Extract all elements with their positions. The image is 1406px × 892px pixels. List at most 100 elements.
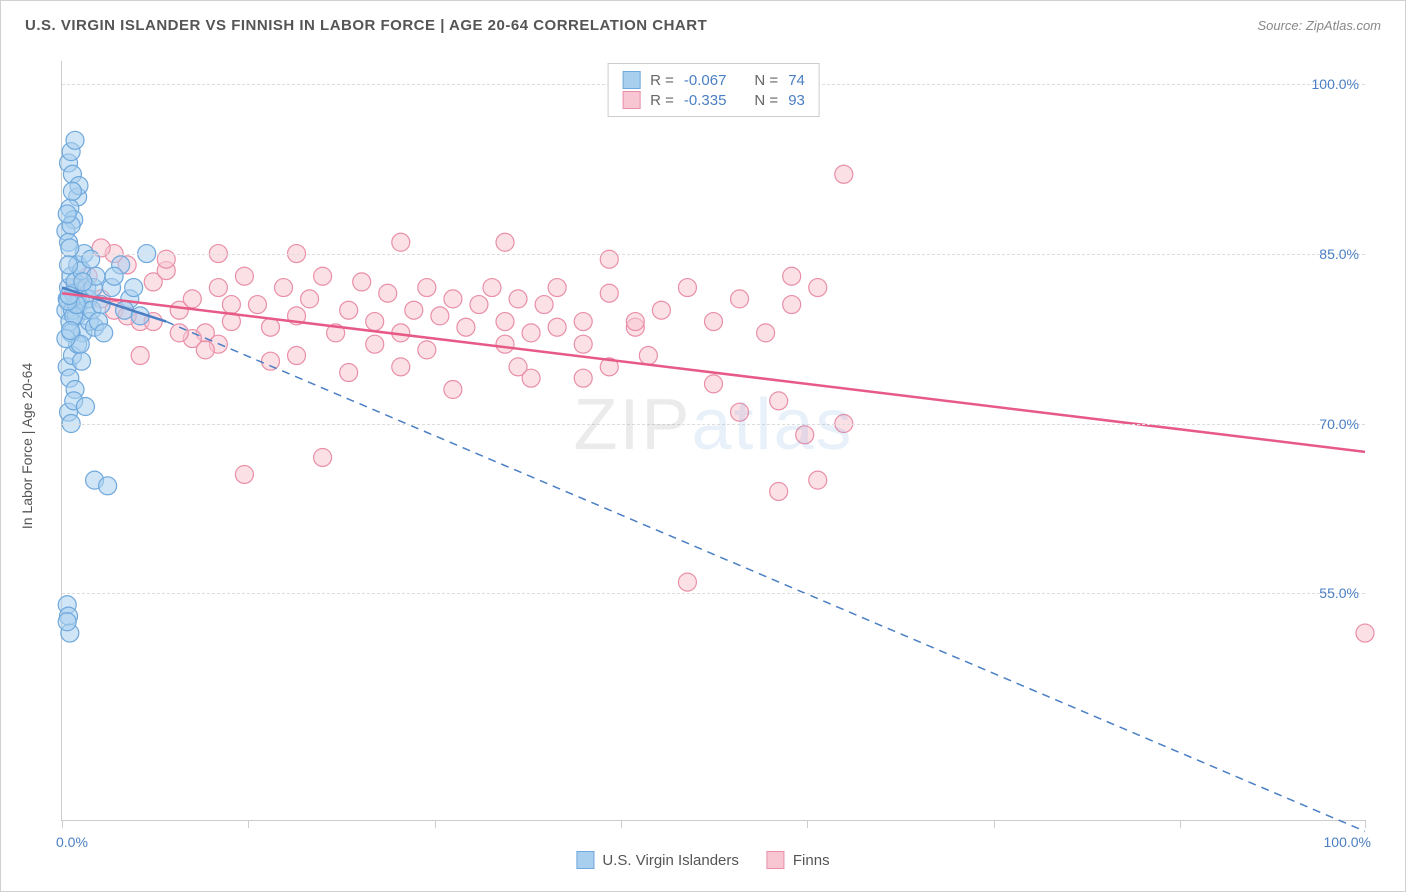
legend-swatch-1 <box>576 851 594 869</box>
scatter-point-finns <box>535 296 553 314</box>
r-value-1: -0.067 <box>684 72 727 89</box>
x-label-right: 100.0% <box>1324 834 1371 850</box>
x-tick <box>621 820 622 828</box>
scatter-point-finns <box>522 369 540 387</box>
y-tick-label: 70.0% <box>1319 416 1359 432</box>
legend-label-1: U.S. Virgin Islanders <box>602 852 738 869</box>
scatter-point-finns <box>392 358 410 376</box>
scatter-point-finns <box>522 324 540 342</box>
correlation-chart: U.S. VIRGIN ISLANDER VS FINNISH IN LABOR… <box>0 0 1406 892</box>
scatter-point-finns <box>770 392 788 410</box>
scatter-point-finns <box>235 465 253 483</box>
scatter-point-finns <box>314 448 332 466</box>
x-tick <box>62 820 63 828</box>
x-tick <box>1365 820 1366 828</box>
scatter-point-finns <box>470 296 488 314</box>
swatch-series1 <box>622 71 640 89</box>
scatter-point-finns <box>496 313 514 331</box>
scatter-point-finns <box>809 279 827 297</box>
trendline-usvi-dashed <box>166 322 1365 832</box>
scatter-point-finns <box>353 273 371 291</box>
bottom-legend: U.S. Virgin Islanders Finns <box>576 851 829 869</box>
scatter-point-finns <box>288 347 306 365</box>
scatter-point-finns <box>275 279 293 297</box>
x-tick <box>1180 820 1181 828</box>
scatter-point-finns <box>314 267 332 285</box>
r-value-2: -0.335 <box>684 92 727 109</box>
scatter-point-finns <box>548 318 566 336</box>
scatter-point-finns <box>261 318 279 336</box>
scatter-point-usvi <box>95 324 113 342</box>
scatter-point-finns <box>639 347 657 365</box>
scatter-point-finns <box>418 341 436 359</box>
scatter-point-usvi <box>105 267 123 285</box>
r-label-1: R = <box>650 72 674 89</box>
legend-item-2: Finns <box>767 851 830 869</box>
header-row: U.S. VIRGIN ISLANDER VS FINNISH IN LABOR… <box>1 1 1405 42</box>
scatter-point-finns <box>366 313 384 331</box>
grid-line <box>62 593 1365 594</box>
scatter-point-finns <box>392 233 410 251</box>
scatter-point-finns <box>483 279 501 297</box>
n-label-2: N = <box>754 92 778 109</box>
chart-title: U.S. VIRGIN ISLANDER VS FINNISH IN LABOR… <box>25 17 707 34</box>
grid-line <box>62 424 1365 425</box>
scatter-point-finns <box>1356 624 1374 642</box>
n-value-2: 93 <box>788 92 805 109</box>
scatter-point-finns <box>496 335 514 353</box>
stats-row-2: R = -0.335 N = 93 <box>622 90 805 110</box>
source-attribution: Source: ZipAtlas.com <box>1257 18 1381 33</box>
grid-line <box>62 254 1365 255</box>
scatter-point-finns <box>209 279 227 297</box>
y-tick-label: 85.0% <box>1319 246 1359 262</box>
x-tick <box>435 820 436 828</box>
scatter-point-finns <box>340 364 358 382</box>
scatter-point-finns <box>783 267 801 285</box>
scatter-point-finns <box>548 279 566 297</box>
scatter-point-usvi <box>73 352 91 370</box>
scatter-point-usvi <box>76 398 94 416</box>
n-value-1: 74 <box>788 72 805 89</box>
scatter-point-finns <box>418 279 436 297</box>
scatter-point-finns <box>261 352 279 370</box>
scatter-point-finns <box>444 381 462 399</box>
y-tick-label: 100.0% <box>1312 76 1359 92</box>
x-tick <box>994 820 995 828</box>
scatter-point-usvi <box>61 322 79 340</box>
scatter-point-finns <box>574 369 592 387</box>
y-axis-title: In Labor Force | Age 20-64 <box>19 363 35 529</box>
legend-label-2: Finns <box>793 852 830 869</box>
scatter-point-finns <box>183 290 201 308</box>
x-tick <box>248 820 249 828</box>
scatter-point-usvi <box>58 205 76 223</box>
scatter-point-finns <box>431 307 449 325</box>
scatter-point-finns <box>457 318 475 336</box>
scatter-point-finns <box>678 279 696 297</box>
scatter-point-finns <box>731 290 749 308</box>
scatter-point-usvi <box>58 613 76 631</box>
legend-item-1: U.S. Virgin Islanders <box>576 851 738 869</box>
scatter-point-finns <box>809 471 827 489</box>
stats-box: R = -0.067 N = 74 R = -0.335 N = 93 <box>607 63 820 117</box>
scatter-point-finns <box>731 403 749 421</box>
scatter-point-finns <box>170 324 188 342</box>
scatter-point-finns <box>235 267 253 285</box>
scatter-point-finns <box>248 296 266 314</box>
scatter-point-finns <box>835 165 853 183</box>
scatter-point-finns <box>496 233 514 251</box>
scatter-point-usvi <box>63 182 81 200</box>
stats-row-1: R = -0.067 N = 74 <box>622 70 805 90</box>
scatter-point-finns <box>574 313 592 331</box>
scatter-point-finns <box>379 284 397 302</box>
x-tick <box>807 820 808 828</box>
scatter-point-finns <box>131 347 149 365</box>
scatter-point-usvi <box>99 477 117 495</box>
scatter-point-finns <box>366 335 384 353</box>
plot-svg <box>62 61 1365 820</box>
n-label-1: N = <box>754 72 778 89</box>
scatter-point-finns <box>626 313 644 331</box>
scatter-point-finns <box>509 290 527 308</box>
scatter-point-finns <box>222 296 240 314</box>
scatter-point-finns <box>705 375 723 393</box>
legend-swatch-2 <box>767 851 785 869</box>
